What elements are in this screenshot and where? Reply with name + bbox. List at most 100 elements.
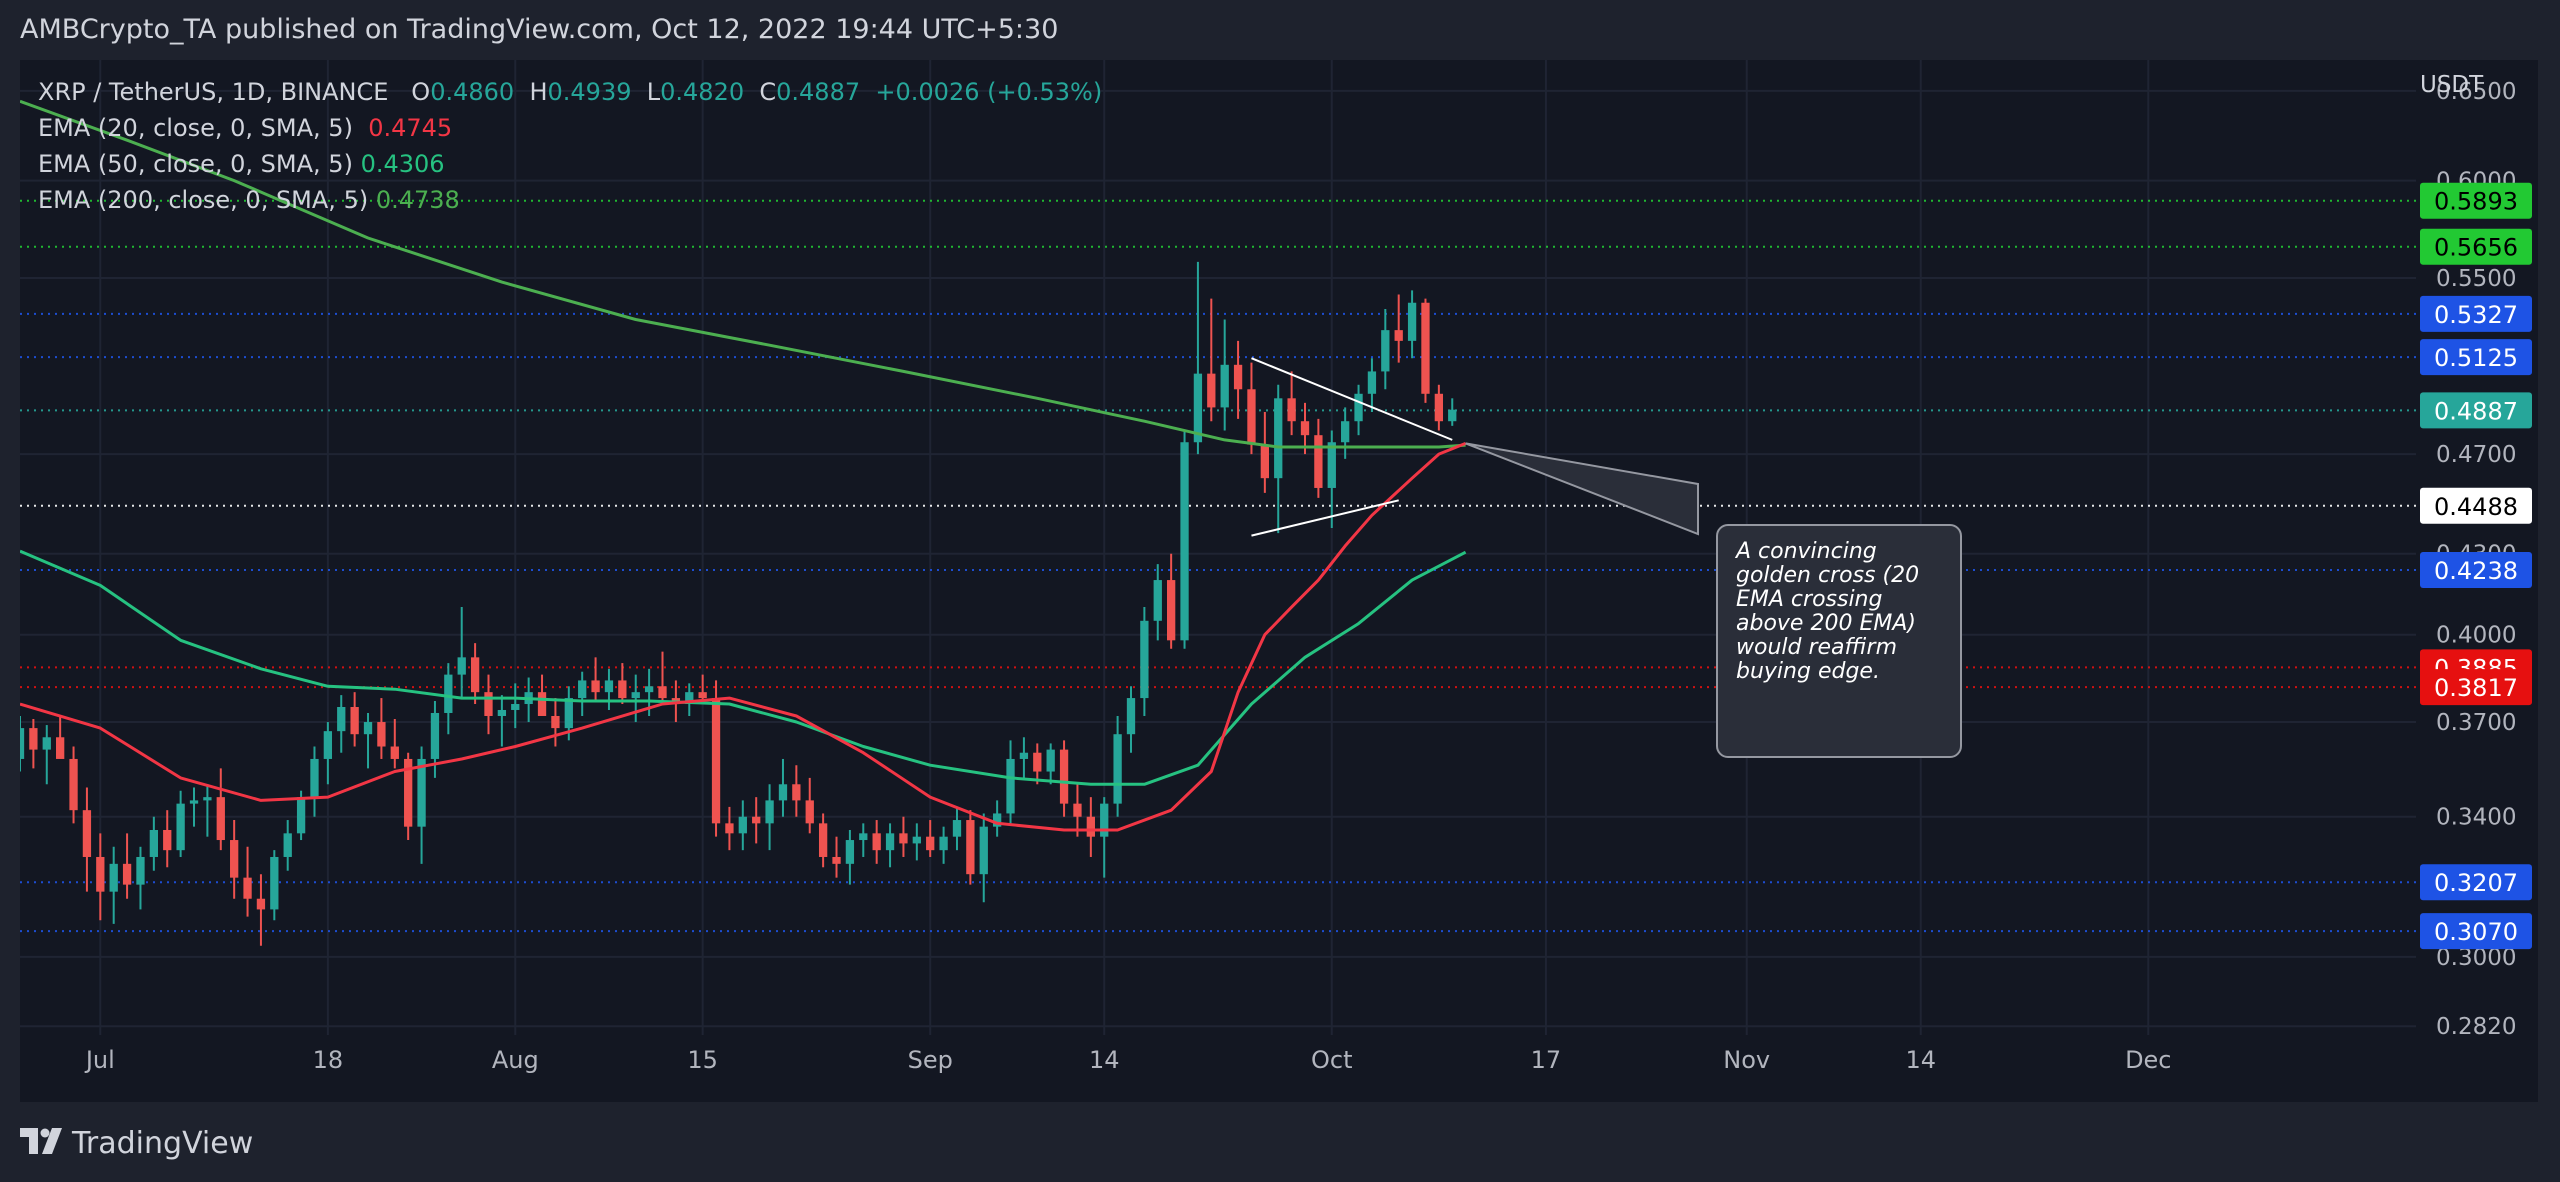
candle-body — [470, 657, 480, 693]
candle-body — [1059, 749, 1069, 804]
candle — [752, 797, 761, 844]
candle-body — [738, 816, 747, 834]
legend-row-symbol[interactable]: XRP / TetherUS, 1D, BINANCE O0.4860 H0.4… — [38, 74, 1102, 110]
candle — [1086, 797, 1095, 857]
candle-body — [1153, 580, 1162, 621]
candle — [470, 643, 480, 705]
price-badge-label: 0.4887 — [2434, 397, 2518, 425]
plot-background — [20, 60, 2538, 1102]
candle — [1046, 743, 1055, 785]
change-value: +0.0026 (+0.53%) — [868, 78, 1102, 106]
candle — [832, 836, 841, 878]
trendline-lower — [1251, 499, 1399, 537]
candle-body — [484, 692, 493, 716]
candle — [69, 746, 78, 824]
candle — [1100, 797, 1109, 878]
price-tick-label: 0.3700 — [2436, 710, 2516, 736]
candle-body — [1448, 409, 1457, 422]
price-level-badge: 0.5656 — [2420, 228, 2532, 265]
candle-body — [912, 836, 921, 844]
price-badge-label: 0.5893 — [2434, 188, 2518, 216]
candle-body — [497, 709, 507, 716]
candle — [283, 820, 292, 871]
candle-body — [283, 833, 292, 857]
candle-body — [992, 813, 1002, 827]
candle — [29, 719, 38, 769]
candle-body — [457, 657, 466, 675]
tradingview-logo-icon — [20, 1128, 62, 1154]
candle-body — [1113, 734, 1122, 804]
footer: TradingView — [0, 1102, 2560, 1182]
price-chart[interactable]: 0.65000.60000.55000.47000.43000.40000.37… — [20, 60, 2538, 1102]
candle — [444, 663, 453, 735]
price-badge-bg — [2420, 864, 2532, 901]
ema50-value: 0.4306 — [360, 150, 445, 178]
candle — [163, 810, 172, 868]
ema50-line — [20, 549, 1467, 786]
price-badge-bg — [2420, 228, 2532, 265]
candle — [1019, 737, 1029, 778]
candle — [1220, 319, 1229, 431]
candle-body — [792, 784, 801, 801]
candle — [1126, 686, 1136, 753]
price-tick-label: 0.3000 — [2436, 945, 2516, 971]
candle-body — [752, 816, 761, 824]
price-axis[interactable]: 0.65000.60000.55000.47000.43000.40000.37… — [2420, 60, 2538, 1040]
candle-body — [1394, 330, 1403, 341]
candle — [122, 833, 132, 899]
candle — [109, 846, 118, 924]
price-badge-bg — [2420, 487, 2532, 524]
candle-body — [631, 692, 640, 699]
candle — [56, 715, 65, 759]
candle — [1193, 261, 1203, 455]
time-tick-label: Nov — [1723, 1046, 1770, 1074]
candle-body — [363, 722, 373, 735]
callout-note[interactable]: A convincing golden cross (20 EMA crossi… — [1716, 524, 1962, 758]
candle — [390, 719, 399, 769]
candle — [537, 674, 547, 716]
candle-body — [310, 758, 319, 798]
candle — [149, 816, 159, 871]
candle-body — [658, 686, 667, 699]
candle-body — [256, 898, 266, 910]
price-tick-label: 0.5500 — [2436, 266, 2516, 292]
price-badge-bg — [2420, 182, 2532, 219]
candle — [872, 820, 881, 864]
legend-row-ema50[interactable]: EMA (50, close, 0, SMA, 5) 0.4306 — [38, 146, 1102, 182]
candle-body — [82, 810, 92, 857]
chart-panel[interactable]: 0.65000.60000.55000.47000.43000.40000.37… — [20, 60, 2538, 1102]
candle-body — [296, 797, 306, 834]
legend-row-ema20[interactable]: EMA (20, close, 0, SMA, 5) 0.4745 — [38, 110, 1102, 146]
candle-body — [1314, 435, 1323, 488]
price-level-badge: 0.3817 — [2420, 669, 2532, 706]
candle — [1394, 294, 1403, 363]
candle — [176, 790, 185, 857]
candle — [511, 683, 520, 729]
candle — [939, 826, 948, 864]
tradingview-brand: TradingView — [72, 1126, 254, 1161]
open-key: O — [396, 78, 431, 106]
currency-label: USDT — [2420, 72, 2484, 98]
price-tick-label: 0.3400 — [2436, 805, 2516, 831]
price-level-badge: 0.4488 — [2420, 487, 2532, 524]
candle-body — [56, 737, 65, 759]
candle-body — [377, 722, 386, 747]
candle — [711, 680, 721, 837]
candles — [20, 261, 1457, 946]
candle — [778, 758, 788, 817]
ema-lines — [20, 99, 1467, 832]
candle — [1207, 298, 1216, 422]
candle — [658, 651, 667, 705]
candle — [20, 715, 25, 772]
time-axis[interactable]: Jul 18 Aug 15 Sep 14 Oct 17 Nov 14 Dec — [20, 1035, 2538, 1102]
candle-body — [1019, 752, 1029, 759]
legend-row-ema200[interactable]: EMA (200, close, 0, SMA, 5) 0.4738 — [38, 182, 1102, 218]
trendline-upper — [1251, 357, 1453, 441]
candle-body — [1367, 371, 1377, 394]
candle — [926, 820, 935, 857]
candle — [1140, 607, 1149, 716]
candle — [96, 833, 105, 921]
trendline-annotations[interactable] — [1251, 357, 1699, 537]
price-level-badge: 0.4238 — [2420, 551, 2532, 588]
candle — [912, 823, 921, 861]
